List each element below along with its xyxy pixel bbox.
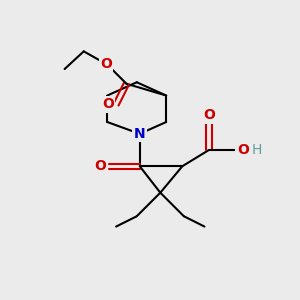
Text: O: O bbox=[102, 98, 114, 111]
Text: N: N bbox=[134, 127, 146, 141]
Text: H: H bbox=[252, 143, 262, 157]
Text: O: O bbox=[94, 159, 106, 173]
Text: O: O bbox=[100, 57, 112, 71]
Text: O: O bbox=[203, 108, 215, 122]
Text: O: O bbox=[237, 143, 249, 157]
